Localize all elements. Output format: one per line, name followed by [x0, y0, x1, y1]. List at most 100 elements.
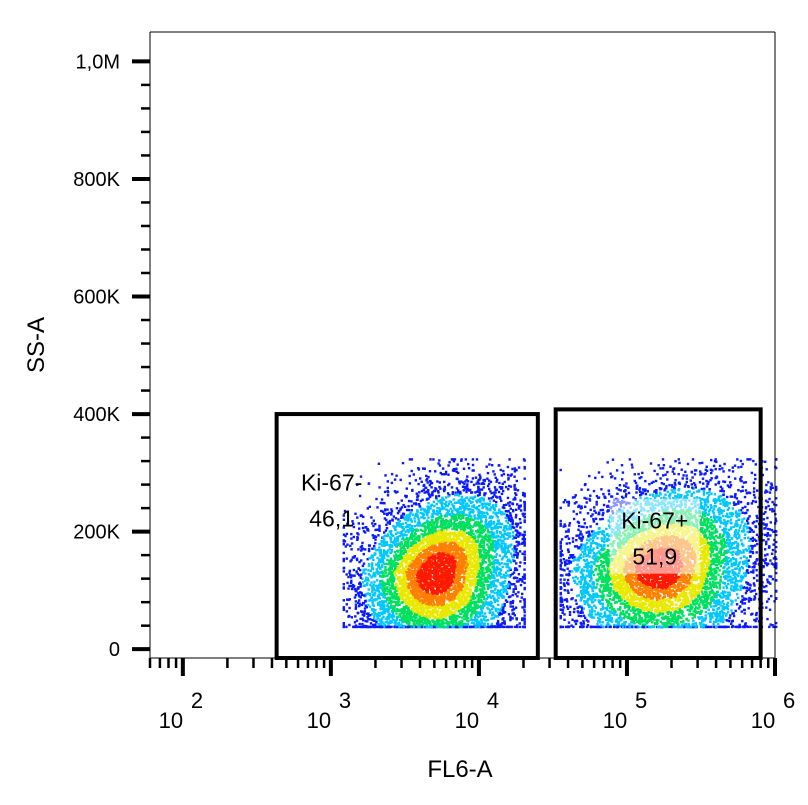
event-dot-4273: [361, 619, 365, 622]
event-dot-4206: [456, 541, 459, 544]
event-dot-4963: [464, 597, 468, 600]
event-dot-3620: [482, 486, 485, 489]
event-dot-4285: [501, 621, 504, 625]
event-dot-4243: [460, 576, 463, 579]
event-dot-3035: [478, 576, 481, 579]
event-dot-2907: [397, 579, 401, 583]
event-dot-4659: [500, 486, 504, 489]
event-dot-3392: [441, 583, 444, 587]
event-dot-4091: [449, 600, 452, 604]
event-dot-2573: [471, 518, 474, 521]
event-dot-4954: [448, 524, 451, 528]
event-dot-3748: [471, 553, 474, 556]
event-dot-880: [372, 610, 376, 613]
event-dot-4128: [406, 621, 410, 624]
event-dot-2020: [519, 521, 522, 524]
event-dot-2533: [358, 581, 362, 584]
event-dot-4751: [439, 563, 442, 567]
event-dot-4802: [433, 571, 437, 574]
event-dot-4814: [425, 581, 428, 585]
event-dot-1818: [493, 598, 496, 601]
event-dot-2838: [405, 610, 409, 613]
event-dot-3728: [399, 508, 402, 511]
event-dot-3243: [422, 585, 426, 589]
event-dot-4023: [487, 537, 490, 540]
event-dot-3626: [498, 567, 501, 571]
event-dot-4415: [388, 607, 391, 610]
event-dot-4987: [441, 611, 444, 614]
event-dot-4633: [406, 525, 409, 528]
event-dot-4900: [483, 602, 486, 605]
event-dot-4166: [514, 592, 517, 596]
event-dot-3283: [380, 584, 383, 587]
event-dot-792: [470, 583, 474, 586]
event-dot-4806: [410, 529, 414, 533]
event-dot-4766: [433, 624, 436, 627]
event-dot-4743: [515, 479, 518, 483]
event-dot-3149: [381, 510, 385, 513]
event-dot-3103: [429, 614, 432, 617]
event-dot-4119: [407, 609, 410, 612]
event-dot-4281: [349, 576, 353, 579]
event-dot-4213: [497, 538, 500, 541]
event-dot-913: [509, 528, 513, 531]
event-dot-4029: [360, 573, 363, 576]
event-dot-4203: [395, 600, 398, 604]
event-dot-4550: [503, 530, 506, 533]
event-dot-4635: [474, 619, 477, 623]
event-dot-3415: [375, 625, 379, 629]
event-dot-518: [369, 618, 372, 621]
event-dot-4076: [462, 523, 465, 527]
event-dot-3879: [507, 476, 510, 480]
event-dot-4718: [490, 581, 494, 584]
event-dot-4012: [500, 542, 503, 545]
event-dot-3833: [436, 512, 439, 515]
event-dot-2947: [521, 580, 524, 583]
event-dot-795: [427, 475, 430, 479]
event-dot-2164: [381, 621, 384, 624]
event-dot-3821: [471, 500, 474, 504]
event-dot-4075: [513, 475, 516, 478]
event-dot-2733: [422, 542, 425, 545]
event-dot-4948: [498, 539, 502, 542]
event-dot-2863: [412, 622, 415, 626]
event-dot-4712: [419, 560, 422, 564]
event-dot-1071: [436, 610, 439, 613]
event-dot-3434: [457, 480, 461, 483]
event-dot-113: [388, 548, 392, 551]
event-dot-2753: [482, 618, 486, 621]
event-dot-4920: [408, 582, 411, 586]
event-dot-2581: [448, 571, 451, 574]
event-dot-3476: [371, 534, 374, 537]
event-dot-4939: [403, 608, 406, 611]
event-dot-2592: [498, 572, 502, 575]
event-dot-221: [428, 616, 432, 619]
event-dot-1510: [407, 505, 410, 508]
event-dot-3761: [413, 556, 417, 559]
event-dot-3131: [397, 521, 400, 524]
event-dot-965: [453, 469, 456, 473]
event-dot-4722: [370, 556, 373, 559]
event-dot-2442: [449, 507, 452, 511]
event-dot-4956: [438, 543, 441, 546]
event-dot-1544: [342, 543, 345, 546]
event-dot-2058: [484, 615, 488, 618]
event-dot-4288: [435, 488, 438, 491]
event-dot-680: [392, 542, 395, 545]
event-dot-3039: [383, 593, 387, 596]
event-dot-3075: [405, 508, 409, 512]
event-dot-3969: [422, 547, 425, 550]
event-dot-604: [505, 571, 508, 574]
event-dot-4396: [387, 614, 391, 617]
event-dot-1412: [463, 536, 466, 539]
event-dot-3015: [515, 540, 518, 544]
event-dot-4717: [461, 591, 465, 595]
event-dot-4780: [382, 561, 385, 564]
event-dot-3227: [342, 599, 345, 602]
event-dot-2790: [476, 539, 479, 542]
event-dot-4794: [472, 607, 475, 610]
event-dot-4513: [378, 558, 381, 561]
event-dot-3817: [348, 571, 351, 574]
event-dot-4784: [382, 554, 385, 557]
event-dot-4909: [386, 558, 389, 562]
